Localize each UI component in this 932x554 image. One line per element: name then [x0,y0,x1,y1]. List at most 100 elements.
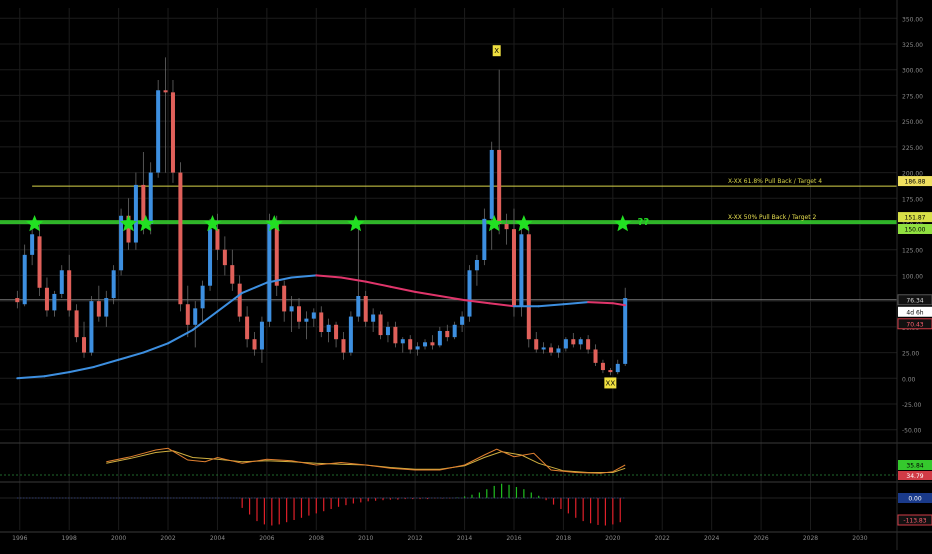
candle-body [593,349,598,363]
ma-segment [389,285,417,293]
red-price-text: 70.43 [906,321,923,328]
candle-body [623,298,628,364]
price-tick-label: 275.00 [902,93,923,100]
price-tick-label: 250.00 [902,119,923,126]
candle-body [571,339,576,345]
price-tick-label: -50.00 [902,428,922,435]
histogram-pane [0,483,897,526]
year-tick-label: 1998 [62,535,77,542]
year-tick-label: 2004 [210,535,225,542]
year-tick-label: 2002 [160,535,175,542]
candle-body [193,308,198,325]
candle-body [556,348,561,353]
year-tick-label: 2028 [803,535,818,542]
red-price-tag [897,318,932,330]
osc-tag-2-text: 34.79 [906,473,923,480]
candle-body [497,149,502,224]
candle-body [74,310,79,338]
candle-body [185,304,190,325]
year-tick-label: 2012 [407,535,422,542]
xx-marker-label: XX [606,379,616,387]
xx-marker-box [604,377,617,389]
candle-body [133,184,138,243]
price-tick-label: 200.00 [902,171,923,178]
ma-segment [216,291,244,313]
candle-body [237,283,242,317]
current-price-tag [897,294,932,306]
candle-body [222,249,227,266]
countdown-tag [898,306,932,317]
candle-body [348,316,353,353]
osc-tag-2 [898,471,932,480]
star-marker [137,215,155,232]
ma-segment [16,375,46,380]
level-label-50: X-XX 50% Pull Back / Target 2 [728,214,816,221]
candle-body [445,330,450,338]
candle-body [437,330,442,346]
candle-body [282,285,287,312]
star-marker [614,215,632,232]
year-tick-label: 2022 [655,535,670,542]
candle-body [393,326,398,344]
candle-body [385,326,390,336]
ma-segment [43,371,71,378]
candle-body [363,296,368,322]
candle-body [289,306,294,312]
ma-segment [167,328,194,345]
candle-body [119,215,124,271]
candle-body [600,362,605,371]
candle-body [104,298,109,317]
candle-body [489,149,494,219]
candle-body [482,218,487,260]
price-tag-text-50: 151.87 [905,215,926,222]
star-marker [119,215,138,232]
year-tick-label: 2018 [556,535,571,542]
candle-body [467,270,472,317]
time-axis[interactable]: 1996 1998 2000 2002 2004 2006 2008 2010 2012 2014… [12,535,868,542]
candle-body [511,229,516,307]
candle-body [452,324,457,338]
candle-body [245,316,250,340]
price-axis[interactable]: 350.00 325.00 300.00 275.00 250.00 225.00 200.… [896,0,932,550]
osc-tag-1 [898,460,932,470]
star-marker [204,215,222,232]
ma-segment [364,280,392,288]
year-tick-label: 2030 [852,535,867,542]
price-tick-label: 350.00 [902,16,923,23]
hist-value-tag [897,514,932,526]
candle-body [474,260,479,271]
price-tag-618 [898,176,932,187]
candle-body [82,337,87,353]
candle-body [519,234,524,307]
candle-body [22,254,27,305]
candle-body [415,346,420,350]
year-tick-label: 2008 [309,535,324,542]
ma-segment [191,310,219,331]
candle-body [378,314,383,336]
year-tick-label: 2010 [358,535,373,542]
price-tick-label: 0.00 [902,376,916,383]
candle-body [549,347,554,353]
year-tick-label: 2020 [605,535,620,542]
candle-body [563,339,568,349]
hist-zero-text: 0.00 [908,496,922,503]
candle-body [423,342,428,347]
price-tick-label: 100.00 [902,273,923,280]
x-marker-label: X [494,47,499,55]
ma-segment [414,290,441,297]
candle-body [156,90,161,173]
price-tick-label: 125.00 [902,248,923,255]
candle-body [408,339,413,350]
year-tick-label: 1996 [12,535,27,542]
candle-body [430,342,435,346]
candle-body [608,370,613,373]
hist-zero-tag [898,493,932,503]
price-tag-50 [898,212,932,223]
year-tick-label: 2006 [259,535,274,542]
ma-segment [463,299,491,305]
hist-value-text: -113.83 [903,518,926,525]
candle-body [208,229,213,286]
candle-body [297,306,301,322]
candle-body [200,285,205,309]
